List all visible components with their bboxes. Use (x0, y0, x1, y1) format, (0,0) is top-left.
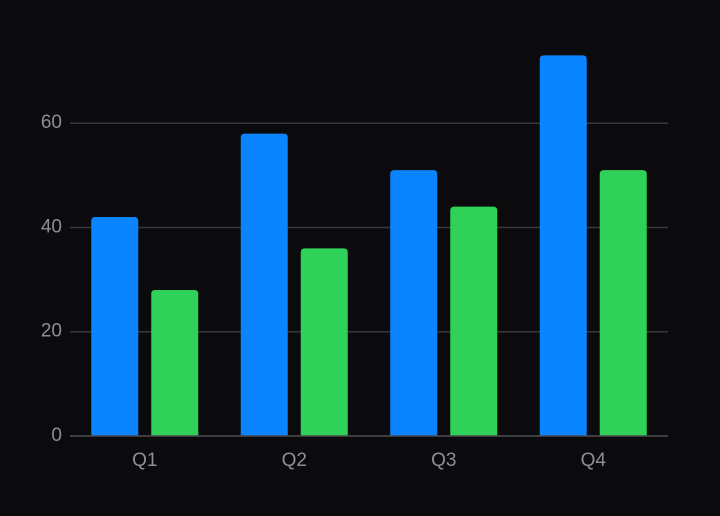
y-tick-label: 0 (51, 425, 62, 446)
y-tick-label: 40 (41, 216, 62, 237)
bar (240, 133, 288, 437)
x-tick-label: Q2 (282, 450, 307, 471)
bar (300, 248, 348, 436)
bar (599, 170, 647, 436)
bar (91, 217, 139, 436)
x-tick-label: Q1 (132, 450, 157, 471)
bar (151, 290, 199, 436)
x-tick-label: Q4 (581, 450, 607, 471)
bar (390, 170, 438, 436)
y-tick-label: 20 (41, 321, 62, 342)
bar (450, 206, 498, 436)
bar (539, 55, 587, 436)
y-tick-label: 60 (41, 112, 62, 133)
x-tick-label: Q3 (431, 450, 456, 471)
